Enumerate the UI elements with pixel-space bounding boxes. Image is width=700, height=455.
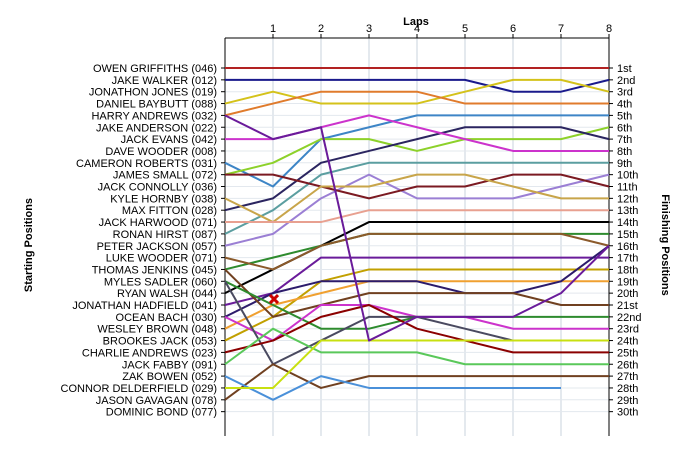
lap-tick-label: 2 <box>318 23 324 35</box>
series-line <box>224 327 609 366</box>
finishing-position-label: 5th <box>617 110 632 122</box>
series-line <box>224 126 610 176</box>
starting-position-label: JACK EVANS (042) <box>121 134 217 146</box>
finishing-position-label: 14th <box>617 217 638 229</box>
series-line <box>224 304 609 354</box>
y-axis-label-left: Starting Positions <box>23 198 35 292</box>
starting-position-label: PETER JACKSON (057) <box>97 241 217 253</box>
series-layer <box>224 67 610 401</box>
finishing-position-label: 8th <box>617 146 632 158</box>
starting-position-label: KYLE HORNBY (038) <box>110 193 217 205</box>
finishing-position-label: 29th <box>617 395 638 407</box>
starting-position-label: RONAN HIRST (087) <box>113 229 217 241</box>
series-line <box>225 339 609 389</box>
series-line <box>224 114 609 188</box>
series-line <box>224 126 610 212</box>
starting-position-label: ZAK BOWEN (052) <box>122 371 217 383</box>
series-line <box>224 232 610 271</box>
starting-position-label: JACK HARWOOD (071) <box>99 217 217 229</box>
lap-tick-label: 6 <box>510 23 516 35</box>
starting-position-label: JAKE ANDERSON (022) <box>96 122 217 134</box>
series-line <box>225 78 610 93</box>
y-axis-label-right: Finishing Positions <box>659 194 671 295</box>
starting-position-label: DAVE WOODER (008) <box>105 146 217 158</box>
starting-position-label: MAX FITTON (028) <box>122 205 217 217</box>
finishing-position-label: 3rd <box>617 87 633 99</box>
starting-position-label: JAKE WALKER (012) <box>112 75 217 87</box>
series-line <box>224 256 609 306</box>
starting-position-label: BROOKES JACK (053) <box>103 336 217 348</box>
finishing-position-label: 9th <box>617 158 632 170</box>
finishing-position-label: 30th <box>617 407 638 419</box>
finishing-position-label: 11th <box>617 182 638 194</box>
lap-tick-label: 4 <box>414 23 420 35</box>
starting-position-label: RYAN WALSH (044) <box>117 288 217 300</box>
finishing-position-label: 12th <box>617 193 638 205</box>
starting-position-label: MYLES SADLER (060) <box>104 276 217 288</box>
finishing-position-label: 21st <box>617 300 638 312</box>
chart-title: Laps <box>403 16 429 28</box>
finishing-position-label: 23rd <box>617 324 639 336</box>
starting-position-label: HARRY ANDREWS (032) <box>91 110 217 122</box>
series-line <box>224 173 609 224</box>
series-line <box>224 78 610 105</box>
finishing-position-label: 18th <box>617 264 638 276</box>
finishing-position-label: 27th <box>617 371 638 383</box>
starting-position-label: LUKE WOODER (071) <box>106 253 217 265</box>
finishing-position-label: 16th <box>617 241 638 253</box>
lap-tick-label: 3 <box>366 23 372 35</box>
series-line <box>224 268 609 342</box>
series-line <box>224 161 609 235</box>
starting-position-label: CONNOR DELDERFIELD (029) <box>61 383 217 395</box>
lap-tick-label: 5 <box>462 23 468 35</box>
starting-position-label: DOMINIC BOND (077) <box>106 407 217 419</box>
finishing-position-label: 4th <box>617 99 632 111</box>
series-line <box>225 209 609 224</box>
finishing-position-label: 25th <box>617 347 638 359</box>
x-marker <box>268 294 280 305</box>
finishing-position-label: 2nd <box>617 75 635 87</box>
finishing-position-label: 28th <box>617 383 638 395</box>
finishing-position-label: 20th <box>617 288 638 300</box>
finishing-position-label: 24th <box>617 336 638 348</box>
starting-position-label: JACK FABBY (091) <box>122 359 217 371</box>
starting-position-label: CHARLIE ANDREWS (023) <box>82 347 217 359</box>
labels-layer: 1 2 3 4 5 6 7 8 OWEN GRIFFITHS (046)JAKE WALKER … <box>61 23 642 419</box>
finishing-position-label: 1st <box>617 63 632 75</box>
starting-position-label: JASON GAVAGAN (078) <box>96 395 217 407</box>
series-line <box>224 90 609 117</box>
starting-position-label: THOMAS JENKINS (045) <box>92 264 217 276</box>
finishing-position-label: 6th <box>617 122 632 134</box>
starting-position-label: JACK CONNOLLY (036) <box>98 182 217 194</box>
series-line <box>224 244 610 318</box>
starting-position-label: JONATHON JONES (019) <box>89 87 217 99</box>
finishing-position-label: 10th <box>617 170 638 182</box>
finishing-position-label: 22nd <box>617 312 641 324</box>
lap-tick-label: 1 <box>270 23 276 35</box>
finishing-position-label: 15th <box>617 229 638 241</box>
finishing-position-label: 17th <box>617 253 638 265</box>
starting-position-label: JAMES SMALL (072) <box>113 170 217 182</box>
starting-position-label: OCEAN BACH (030) <box>116 312 217 324</box>
starting-position-label: WESLEY BROWN (048) <box>97 324 217 336</box>
starting-position-label: DANIEL BAYBUTT (088) <box>96 99 217 111</box>
finishing-position-label: 7th <box>617 134 632 146</box>
lap-tick-label: 7 <box>558 23 564 35</box>
series-line <box>224 114 610 342</box>
series-line <box>224 375 561 401</box>
finishing-position-label: 19th <box>617 276 638 288</box>
starting-position-label: JONATHAN HADFIELD (041) <box>72 300 217 312</box>
starting-position-label: OWEN GRIFFITHS (046) <box>93 63 217 75</box>
starting-position-label: CAMERON ROBERTS (031) <box>76 158 217 170</box>
finishing-position-label: 13th <box>617 205 638 217</box>
finishing-position-label: 26th <box>617 359 638 371</box>
lap-tick-label: 8 <box>606 23 612 35</box>
series-line <box>225 173 610 200</box>
